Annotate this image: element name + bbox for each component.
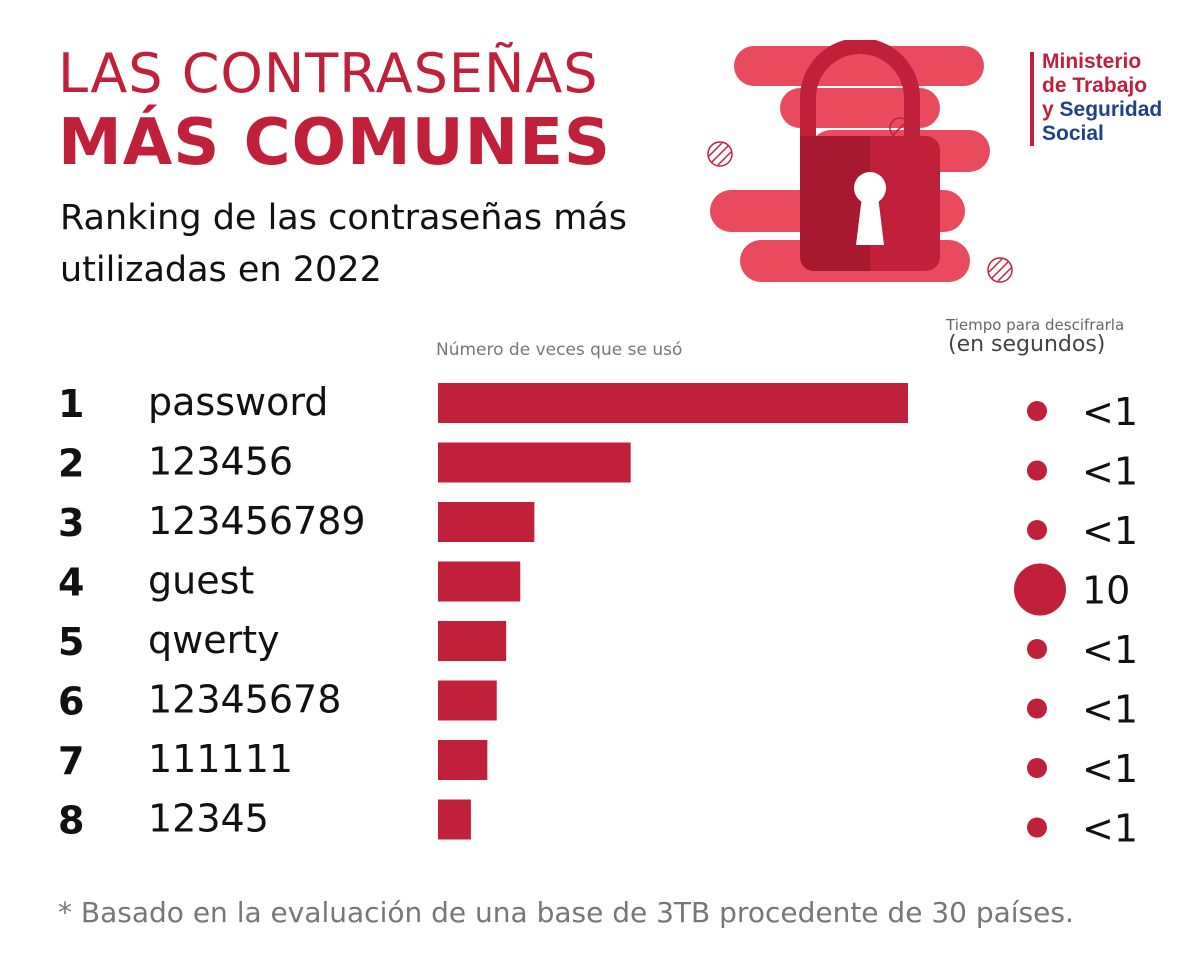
padlock-icon — [800, 40, 940, 271]
usage-bar — [438, 383, 908, 423]
time-dot — [1027, 460, 1047, 481]
rank-label: 4 — [58, 561, 84, 605]
time-dot — [1027, 698, 1047, 719]
password-label: password — [148, 380, 328, 424]
logo-line-2: de Trabajo — [1042, 74, 1148, 97]
time-label: 10 — [1082, 569, 1130, 613]
time-label: <1 — [1082, 747, 1138, 791]
ministry-logo: Ministerio de Trabajo y Seguridad Social — [1030, 50, 1170, 150]
usage-bar — [438, 680, 497, 721]
page-title-line-2: MÁS COMUNES — [58, 106, 611, 180]
rank-label: 5 — [58, 620, 84, 664]
time-label-line-2: (en segundos) — [948, 332, 1106, 357]
rank-label: 1 — [58, 382, 84, 426]
logo-line-1: Ministerio — [1042, 50, 1142, 73]
password-label: 12345 — [148, 797, 269, 841]
password-label: 111111 — [148, 737, 293, 781]
logo-line-4: Social — [1042, 122, 1104, 145]
rank-label: 6 — [58, 680, 84, 724]
time-label: <1 — [1082, 807, 1138, 851]
usage-bar — [438, 502, 535, 542]
time-label-line-1: Tiempo para descifrarla — [946, 316, 1125, 334]
time-label: <1 — [1082, 450, 1138, 494]
password-label: 12345678 — [148, 678, 341, 722]
usage-bar — [438, 799, 471, 840]
password-label: 123456789 — [148, 499, 366, 543]
time-dot — [1027, 758, 1047, 778]
rank-label: 8 — [58, 799, 84, 843]
time-dot — [1027, 639, 1047, 659]
bar-axis-label: Número de veces que se usó — [436, 340, 683, 360]
time-dot — [1027, 520, 1047, 540]
time-dot — [1027, 817, 1047, 838]
logo-accent-bar — [1030, 52, 1034, 146]
time-dot — [1027, 401, 1047, 421]
usage-bar — [438, 561, 521, 602]
page-subtitle: Ranking de las contraseñas más utilizada… — [60, 198, 628, 290]
time-dot — [1014, 563, 1066, 616]
time-label: <1 — [1082, 688, 1138, 732]
logo-line-3-prefix: y — [1042, 98, 1054, 121]
time-label: <1 — [1082, 509, 1138, 553]
password-label: qwerty — [148, 618, 280, 662]
usage-bar — [438, 442, 631, 483]
footnote: * Basado en la evaluación de una base de… — [58, 896, 1074, 929]
rank-label: 3 — [58, 501, 84, 545]
time-label: <1 — [1082, 390, 1138, 434]
password-label: 123456 — [148, 440, 293, 484]
page-title-line-1: LAS CONTRASEÑAS — [58, 42, 599, 105]
logo-line-3: y Seguridad — [1042, 98, 1162, 122]
usage-bar — [438, 621, 507, 661]
password-label: guest — [148, 559, 254, 603]
padlock-illustration — [707, 40, 1013, 283]
usage-bar — [438, 740, 488, 780]
rank-label: 7 — [58, 739, 84, 783]
logo-line-3-rest: Seguridad — [1053, 98, 1163, 121]
time-label: <1 — [1082, 628, 1138, 672]
rank-label: 2 — [58, 442, 84, 486]
